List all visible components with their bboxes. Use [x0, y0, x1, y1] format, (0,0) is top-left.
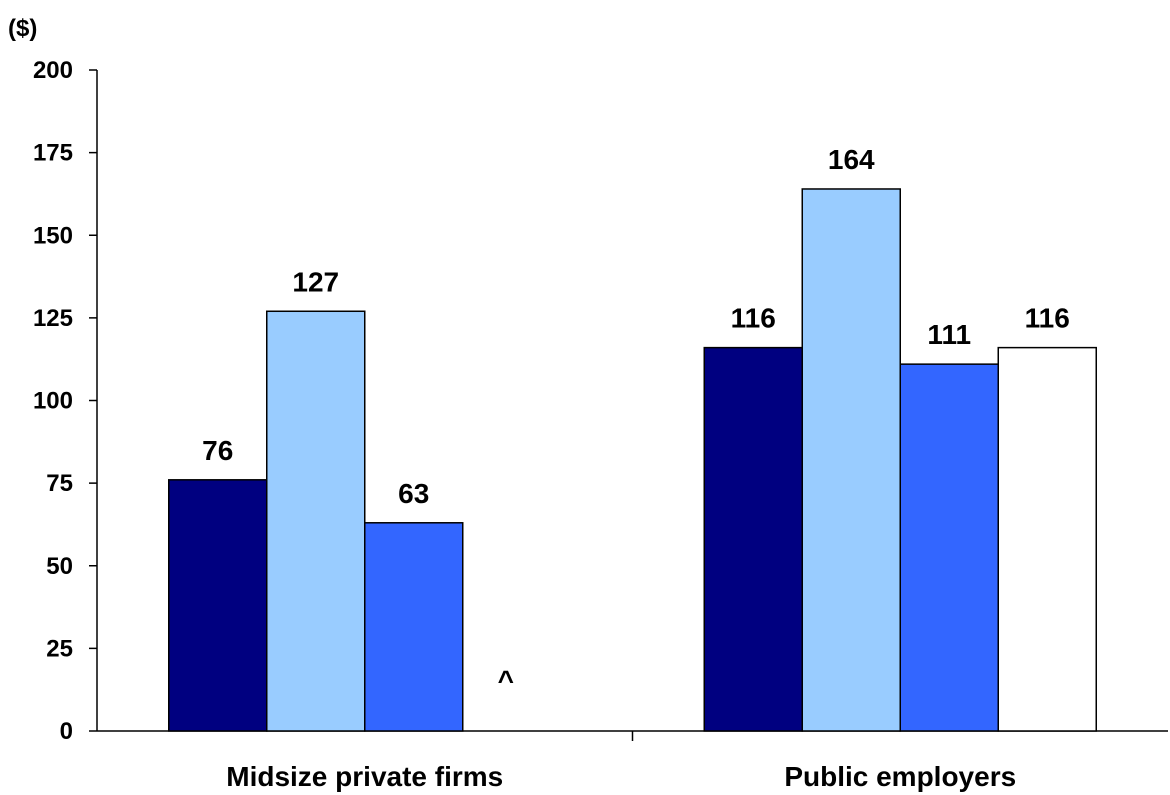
y-tick-label: 100 [33, 388, 73, 415]
bar-value-label: 116 [731, 303, 776, 334]
bar [168, 479, 268, 732]
bar-value-label: 76 [202, 435, 233, 466]
x-category-label: Public employers [784, 761, 1016, 792]
bar-value-label: ^ [498, 665, 514, 696]
bar-value-label: 111 [927, 319, 971, 350]
bar [997, 346, 1097, 732]
y-tick-label: 200 [33, 57, 73, 84]
y-tick-label: 75 [46, 470, 73, 497]
y-tick-label: 150 [33, 222, 73, 249]
y-tick-label: 50 [46, 553, 73, 580]
bar-value-label: 116 [1025, 303, 1070, 334]
bar [364, 522, 464, 732]
x-category-label: Midsize private firms [226, 761, 503, 792]
bar [266, 310, 366, 732]
y-tick-label: 25 [46, 635, 73, 662]
bar-value-label: 63 [398, 478, 429, 509]
y-tick-label: 175 [33, 140, 73, 167]
bar [899, 363, 999, 732]
bar [703, 346, 803, 732]
y-tick-label: 0 [60, 718, 73, 745]
y-tick-label: 125 [33, 305, 73, 332]
y-axis-unit-label: ($) [8, 15, 37, 42]
bar [801, 188, 901, 732]
bar-value-label: 164 [828, 144, 875, 175]
bar-value-label: 127 [292, 266, 339, 297]
